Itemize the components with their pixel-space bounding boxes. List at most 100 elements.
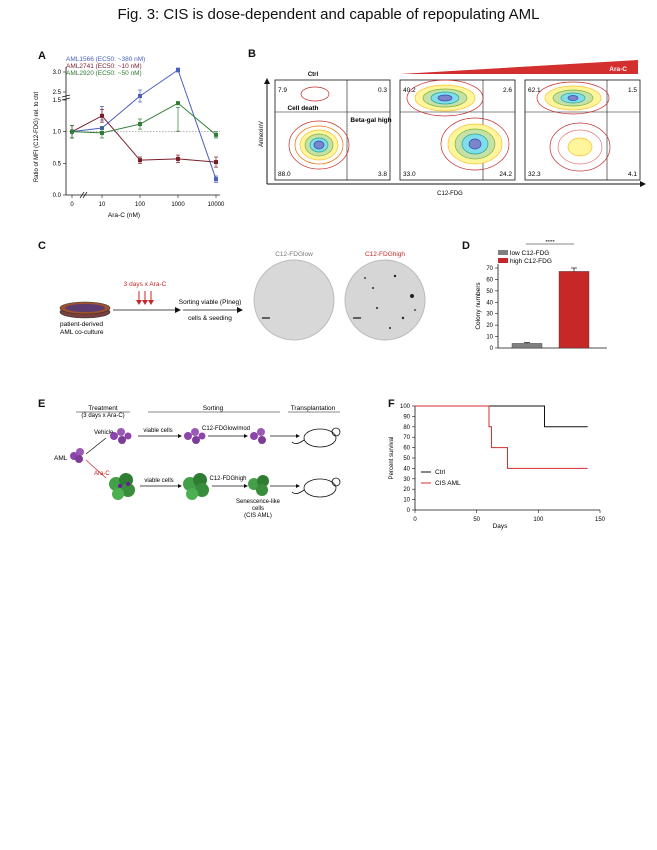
panel-c-label: C [38, 240, 46, 252]
d-y-tick-label: 10 [486, 335, 493, 341]
legend-aml2741: AML2741 (EC50: ~10 nM) [66, 63, 142, 70]
d-y-tick-label: 60 [486, 277, 493, 283]
b-ctrl-label: Ctrl [308, 72, 319, 78]
b-x-arrow [640, 181, 646, 187]
q2-ul: 40.2 [403, 87, 416, 94]
a-data-point [176, 68, 180, 72]
q3-ur: 1.5 [628, 87, 637, 94]
flow-plot-ctrl: Ctrl Cell death Beta-gal high 7.9 0.3 88… [274, 72, 392, 181]
f-x-tick-label: 100 [533, 517, 544, 523]
c-sorting-2: cells & seeding [188, 315, 232, 322]
d-legend-high-swatch [498, 258, 508, 263]
d-y-tick-label: 70 [486, 266, 493, 272]
d-legend-high: high C12-FDG [510, 258, 552, 265]
q1-ur: 0.3 [378, 87, 387, 94]
f-y-tick-label: 90 [403, 414, 410, 420]
e-lowmod-label: C12-FDGlow/mod [202, 426, 250, 432]
d-y-tick-label: 30 [486, 312, 493, 318]
a-data-point [176, 101, 180, 106]
a-series-line-1 [71, 115, 217, 163]
e-header-sorting: Sorting [203, 405, 224, 412]
a-y-tick-label: 1.5 [53, 98, 62, 104]
panel-e-schematic: Treatment (3 days x Ara-C) Sorting Trans… [54, 405, 341, 519]
panel-e-label: E [38, 398, 46, 410]
panel-f-chart: 0 10 20 30 40 50 60 70 80 90 100 0 50 100 150 Ctrl CIS… [389, 404, 606, 530]
a-x-tick-label: 1000 [171, 202, 185, 208]
c-sorting-1: Sorting viable (PIneg) [179, 299, 242, 306]
b-cell-death-label: Cell death [287, 105, 318, 112]
b-ylabel: AnnexinV [259, 121, 265, 147]
panel-a-label: A [38, 50, 46, 62]
e-senescence-1: Senescence-like [236, 499, 281, 505]
d-significance: **** [545, 240, 555, 246]
a-x-tick-label: 10 [99, 202, 106, 208]
b-betagal-label: Beta-gal high [350, 117, 391, 124]
f-y-tick-label: 30 [403, 477, 410, 483]
q2-ll: 33.0 [403, 171, 416, 178]
a-data-point [214, 132, 218, 137]
a-ylabel: Ratio of MFI (C12-FDG) rel. to ctrl [34, 92, 40, 182]
e-aml-label: AML [54, 455, 68, 462]
d-y-tick-label: 0 [490, 346, 494, 352]
panel-d-label: D [462, 240, 470, 252]
f-ylabel: Percent survival [389, 437, 395, 480]
f-y-tick-label: 40 [403, 466, 410, 472]
d-bar-0 [511, 343, 543, 349]
d-legend-low-swatch [498, 250, 508, 255]
flow-plot-arac-low: 40.2 2.6 33.0 24.2 [399, 79, 516, 181]
e-senescence-2: cells [252, 506, 264, 512]
q2-lr: 24.2 [499, 171, 512, 178]
e-final-vehicle-cells [250, 428, 266, 444]
e-senescence-3: (CIS AML) [244, 513, 272, 519]
f-y-tick-label: 70 [403, 435, 410, 441]
a-axis-break [61, 94, 71, 98]
e-arac-label: Ara-C [94, 471, 110, 477]
a-y-tick-label: 0.5 [53, 161, 62, 167]
c-coculture-2: AML co-culture [60, 329, 104, 336]
q3-ll: 32.3 [528, 171, 541, 178]
e-arac-cells [109, 473, 135, 500]
a-y-tick-label: 1.0 [53, 130, 62, 136]
f-y-tick-label: 80 [403, 425, 410, 431]
e-header-treatment: Treatment [88, 405, 118, 412]
q1-ul: 7.9 [278, 87, 287, 94]
a-series-line-2 [71, 102, 217, 136]
a-y-tick-label: 0.0 [53, 193, 62, 199]
a-series-line-0 [71, 69, 217, 180]
colony-well-low [253, 259, 335, 341]
d-bar-1 [558, 271, 590, 349]
mouse-icon [291, 427, 341, 448]
a-data-point [70, 129, 74, 134]
c-high-label: C12-FDGhigh [365, 251, 405, 258]
legend-aml1566: AML1566 (EC50: ~380 nM) [66, 56, 145, 63]
a-data-point [214, 160, 218, 165]
figure-title: Fig. 3: CIS is dose-dependent and capabl… [117, 6, 540, 23]
d-ylabel: Colony numbers [475, 282, 482, 330]
d-y-tick-label: 20 [486, 323, 493, 329]
e-aml-cells [70, 448, 84, 463]
f-x-tick-label: 0 [413, 517, 417, 523]
a-data-point [100, 113, 104, 118]
e-sorted-vehicle-cells [184, 428, 206, 444]
a-y-tick-label: 2.5 [53, 90, 62, 96]
q1-ll: 88.0 [278, 171, 291, 178]
a-y-tick-label: 3.0 [53, 70, 62, 76]
f-x-tick-label: 150 [595, 517, 606, 523]
q3-ul: 62.1 [528, 87, 541, 94]
a-data-point [138, 94, 142, 98]
mouse-icon [291, 477, 341, 498]
a-x-axis-break [79, 191, 85, 199]
a-x-tick-label: 100 [135, 202, 146, 208]
q2-ur: 2.6 [503, 87, 512, 94]
d-y-tick-label: 50 [486, 289, 493, 295]
c-low-label: C12-FDGlow [275, 251, 313, 258]
e-vehicle-label: Vehicle [94, 430, 114, 436]
d-y-tick-label: 40 [486, 300, 493, 306]
e-viable-1: viable cells [143, 428, 172, 434]
f-legend-ctrl: Ctrl [435, 469, 446, 476]
f-y-tick-label: 100 [400, 404, 411, 410]
f-y-tick-label: 20 [403, 487, 410, 493]
e-high-label: C12-FDGhigh [209, 476, 246, 482]
panel-a-chart: 0.0 0.5 1.0 1.5 2.5 3.0 0 10 100 1000 10000 AML156… [34, 56, 225, 219]
d-legend-low: low C12-FDG [510, 250, 549, 257]
